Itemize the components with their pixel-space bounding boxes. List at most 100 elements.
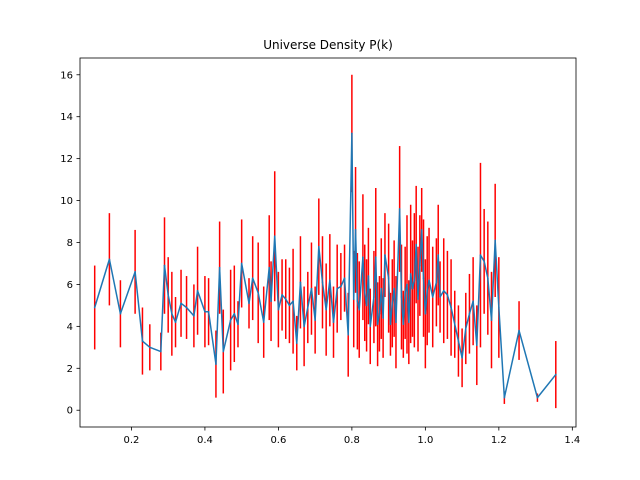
data-point [472, 300, 474, 303]
y-tick-label: 6 [67, 280, 73, 291]
data-point [229, 319, 232, 321]
data-point [329, 279, 331, 282]
data-point [419, 264, 421, 267]
data-point [233, 312, 236, 315]
data-point [422, 277, 425, 279]
data-point [503, 396, 506, 399]
x-tick-label: 1.0 [417, 435, 433, 446]
data-point [395, 321, 397, 323]
data-point [207, 310, 210, 313]
data-point [134, 271, 136, 273]
data-point [281, 294, 283, 296]
x-tick-label: 1.2 [491, 435, 507, 446]
data-point [376, 323, 379, 326]
data-point [185, 306, 188, 309]
x-tick-label: 0.2 [123, 435, 139, 446]
data-point [494, 239, 496, 242]
x-tick-label: 0.6 [270, 435, 286, 446]
data-point [409, 273, 412, 275]
data-point [257, 292, 259, 294]
data-point [251, 277, 254, 279]
data-point [180, 302, 182, 305]
data-point [268, 266, 271, 269]
data-point [362, 256, 364, 258]
data-point [413, 279, 416, 282]
y-tick-label: 10 [60, 196, 73, 207]
data-point [498, 306, 500, 309]
data-point [453, 323, 456, 326]
data-point [358, 308, 361, 311]
data-point [204, 310, 206, 313]
data-point [277, 308, 280, 311]
data-point [218, 266, 221, 269]
data-point [196, 289, 199, 292]
y-tick-label: 0 [67, 406, 73, 417]
data-point [167, 294, 169, 296]
series-line [93, 132, 557, 399]
data-point [439, 296, 441, 298]
data-point [400, 296, 403, 298]
y-axis: 0 2 4 6 8 10 12 14 16 [60, 70, 80, 417]
data-point [93, 306, 96, 309]
data-point [457, 340, 460, 342]
plot-area [93, 74, 557, 409]
data-point [426, 289, 429, 292]
data-point [160, 350, 162, 353]
data-point [163, 264, 166, 267]
data-point [398, 208, 401, 210]
data-point [248, 302, 250, 305]
data-point [240, 262, 243, 265]
data-point [363, 292, 366, 294]
data-point [351, 132, 353, 135]
chart-title: Universe Density P(k) [263, 38, 393, 52]
data-point [174, 321, 177, 323]
data-point [424, 312, 427, 315]
data-point [318, 245, 320, 248]
data-point [321, 281, 324, 284]
data-point [446, 294, 449, 296]
data-point [437, 254, 440, 256]
data-point [391, 302, 394, 305]
data-point [215, 363, 217, 365]
data-point [108, 258, 111, 261]
data-point [306, 306, 309, 309]
data-point [378, 312, 381, 315]
data-point [171, 312, 173, 315]
x-tick-label: 0.8 [344, 435, 360, 446]
data-point [310, 287, 313, 290]
data-point [262, 321, 265, 323]
data-point [237, 323, 239, 326]
data-point [431, 296, 434, 298]
data-point [340, 285, 342, 288]
data-point [490, 319, 493, 321]
data-point [461, 357, 463, 359]
data-point [415, 243, 417, 246]
y-tick-label: 14 [60, 112, 73, 123]
data-point [288, 304, 291, 307]
data-point [141, 340, 144, 342]
data-point [393, 287, 395, 290]
data-point [389, 323, 392, 326]
data-point [367, 275, 370, 277]
data-point [336, 287, 338, 290]
data-point [483, 260, 485, 263]
data-point [374, 256, 377, 258]
data-point [270, 300, 272, 303]
data-point [464, 327, 467, 330]
data-point [387, 277, 390, 279]
data-point [193, 315, 195, 317]
y-tick-label: 16 [60, 70, 73, 81]
data-point [295, 342, 298, 344]
data-point [347, 333, 350, 336]
data-point [384, 254, 386, 256]
data-point [284, 298, 287, 300]
data-point [420, 229, 423, 231]
data-point [468, 312, 471, 315]
x-tick-label: 1.4 [564, 435, 580, 446]
y-tick-label: 12 [60, 154, 73, 165]
data-point [435, 281, 438, 284]
data-point [314, 319, 316, 321]
data-point [382, 317, 384, 319]
